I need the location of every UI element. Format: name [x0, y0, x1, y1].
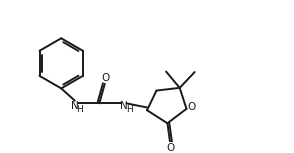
- Text: O: O: [101, 73, 110, 83]
- Text: O: O: [187, 103, 196, 112]
- Text: N: N: [120, 101, 128, 111]
- Text: H: H: [77, 105, 83, 114]
- Text: H: H: [126, 105, 132, 114]
- Text: O: O: [167, 143, 175, 153]
- Text: N: N: [71, 101, 79, 111]
